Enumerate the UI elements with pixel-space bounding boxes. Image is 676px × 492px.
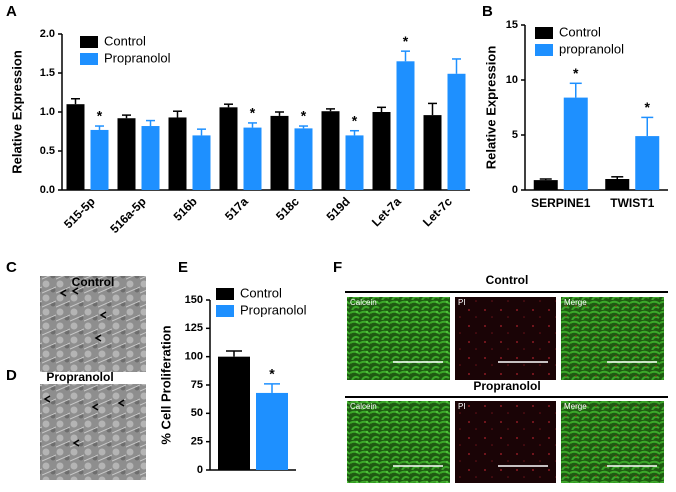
y-tick-label: 0.5 [40,145,55,157]
bar [345,135,364,190]
legend-label: Control [559,24,601,39]
x-tick-label: 515-5p [61,194,98,231]
micrograph [347,401,450,483]
bar [294,128,313,190]
x-tick-label: 519d [324,194,353,223]
y-tick-label: 25 [191,436,203,448]
y-tick-label: 10 [506,74,518,86]
y-tick-label: 50 [191,407,203,419]
micrograph [347,297,450,380]
y-tick-label: 1.5 [40,67,55,79]
x-tick-label: 518c [273,194,302,223]
bar [423,115,442,190]
legend-swatch [216,305,234,317]
micrograph [561,297,664,380]
y-tick-label: 15 [506,19,518,31]
legend-label: Propranolol [240,302,307,317]
micrograph [40,276,146,372]
bar [219,107,238,190]
bar [168,117,187,190]
group-title: Propranolol [473,379,540,393]
x-tick-label: 516a-5p [107,194,149,236]
legend-swatch [216,288,234,300]
arrowheads [59,287,107,342]
x-tick-label: TWIST1 [610,196,654,210]
legend-label: propranolol [559,41,624,56]
image-label: PI [458,298,466,307]
panel-label: B [482,3,493,20]
y-axis-label: % Cell Proliferation [158,325,173,444]
y-tick-label: 100 [185,351,203,363]
group-title: Control [486,273,529,287]
x-tick-label: Let-7c [420,194,455,229]
image-label: Calcein [350,298,377,307]
significance-marker: * [301,108,307,124]
image-caption: Propranolol [46,370,113,384]
y-tick-label: 2.0 [40,28,55,40]
legend-label: Control [240,285,282,300]
x-tick-label: Let-7a [369,194,404,229]
legend-label: Control [104,33,146,48]
bar [192,135,211,190]
image-label: PI [458,402,466,411]
panel-label: E [178,259,188,276]
image-label: Merge [564,402,587,411]
y-tick-label: 5 [512,129,518,141]
significance-marker: * [250,105,256,121]
legend-label: Propranolol [104,50,171,65]
significance-marker: * [269,366,275,382]
scale-bars [393,361,657,467]
panel-label: C [6,259,17,276]
bar [270,115,289,190]
bar [90,129,109,190]
micrograph [561,401,664,483]
panel-label: D [6,367,17,384]
bar [447,73,466,190]
y-tick-label: 0.0 [40,184,55,196]
legend-swatch [80,53,98,65]
bar [321,111,340,190]
significance-marker: * [97,108,103,124]
micrograph [455,297,556,380]
y-tick-label: 150 [185,294,203,306]
image-caption: Control [72,275,115,289]
y-tick-label: 0 [197,464,203,476]
bar [533,180,558,190]
legend-swatch [535,44,553,56]
significance-marker: * [573,65,579,81]
bar [117,118,136,190]
bar [605,179,630,190]
bar [372,112,391,190]
significance-marker: * [403,33,409,49]
x-tick-label: SERPINE1 [531,196,591,210]
y-tick-label: 125 [185,322,203,334]
bar [563,97,588,190]
bar [218,356,250,470]
panel-label: F [333,259,342,276]
micrograph [40,384,146,480]
y-axis-label: Relative Expression [483,46,498,170]
image-label: Merge [564,298,587,307]
bar [635,136,660,190]
significance-marker: * [645,99,651,115]
image-label: Calcein [350,402,377,411]
x-tick-label: 517a [222,194,251,223]
micrograph [455,401,556,483]
y-tick-label: 75 [191,379,203,391]
bar [66,104,85,190]
arrowheads [43,395,125,447]
y-axis-label: Relative Expression [9,50,24,174]
panel-label: A [6,3,17,20]
bar [396,61,415,190]
significance-marker: * [352,112,358,128]
bar [243,127,262,190]
bar [141,126,160,190]
y-tick-label: 0 [512,184,518,196]
x-tick-label: 516b [171,194,200,223]
y-tick-label: 1.0 [40,106,55,118]
bar [256,392,288,470]
legend-swatch [80,36,98,48]
legend-swatch [535,27,553,39]
